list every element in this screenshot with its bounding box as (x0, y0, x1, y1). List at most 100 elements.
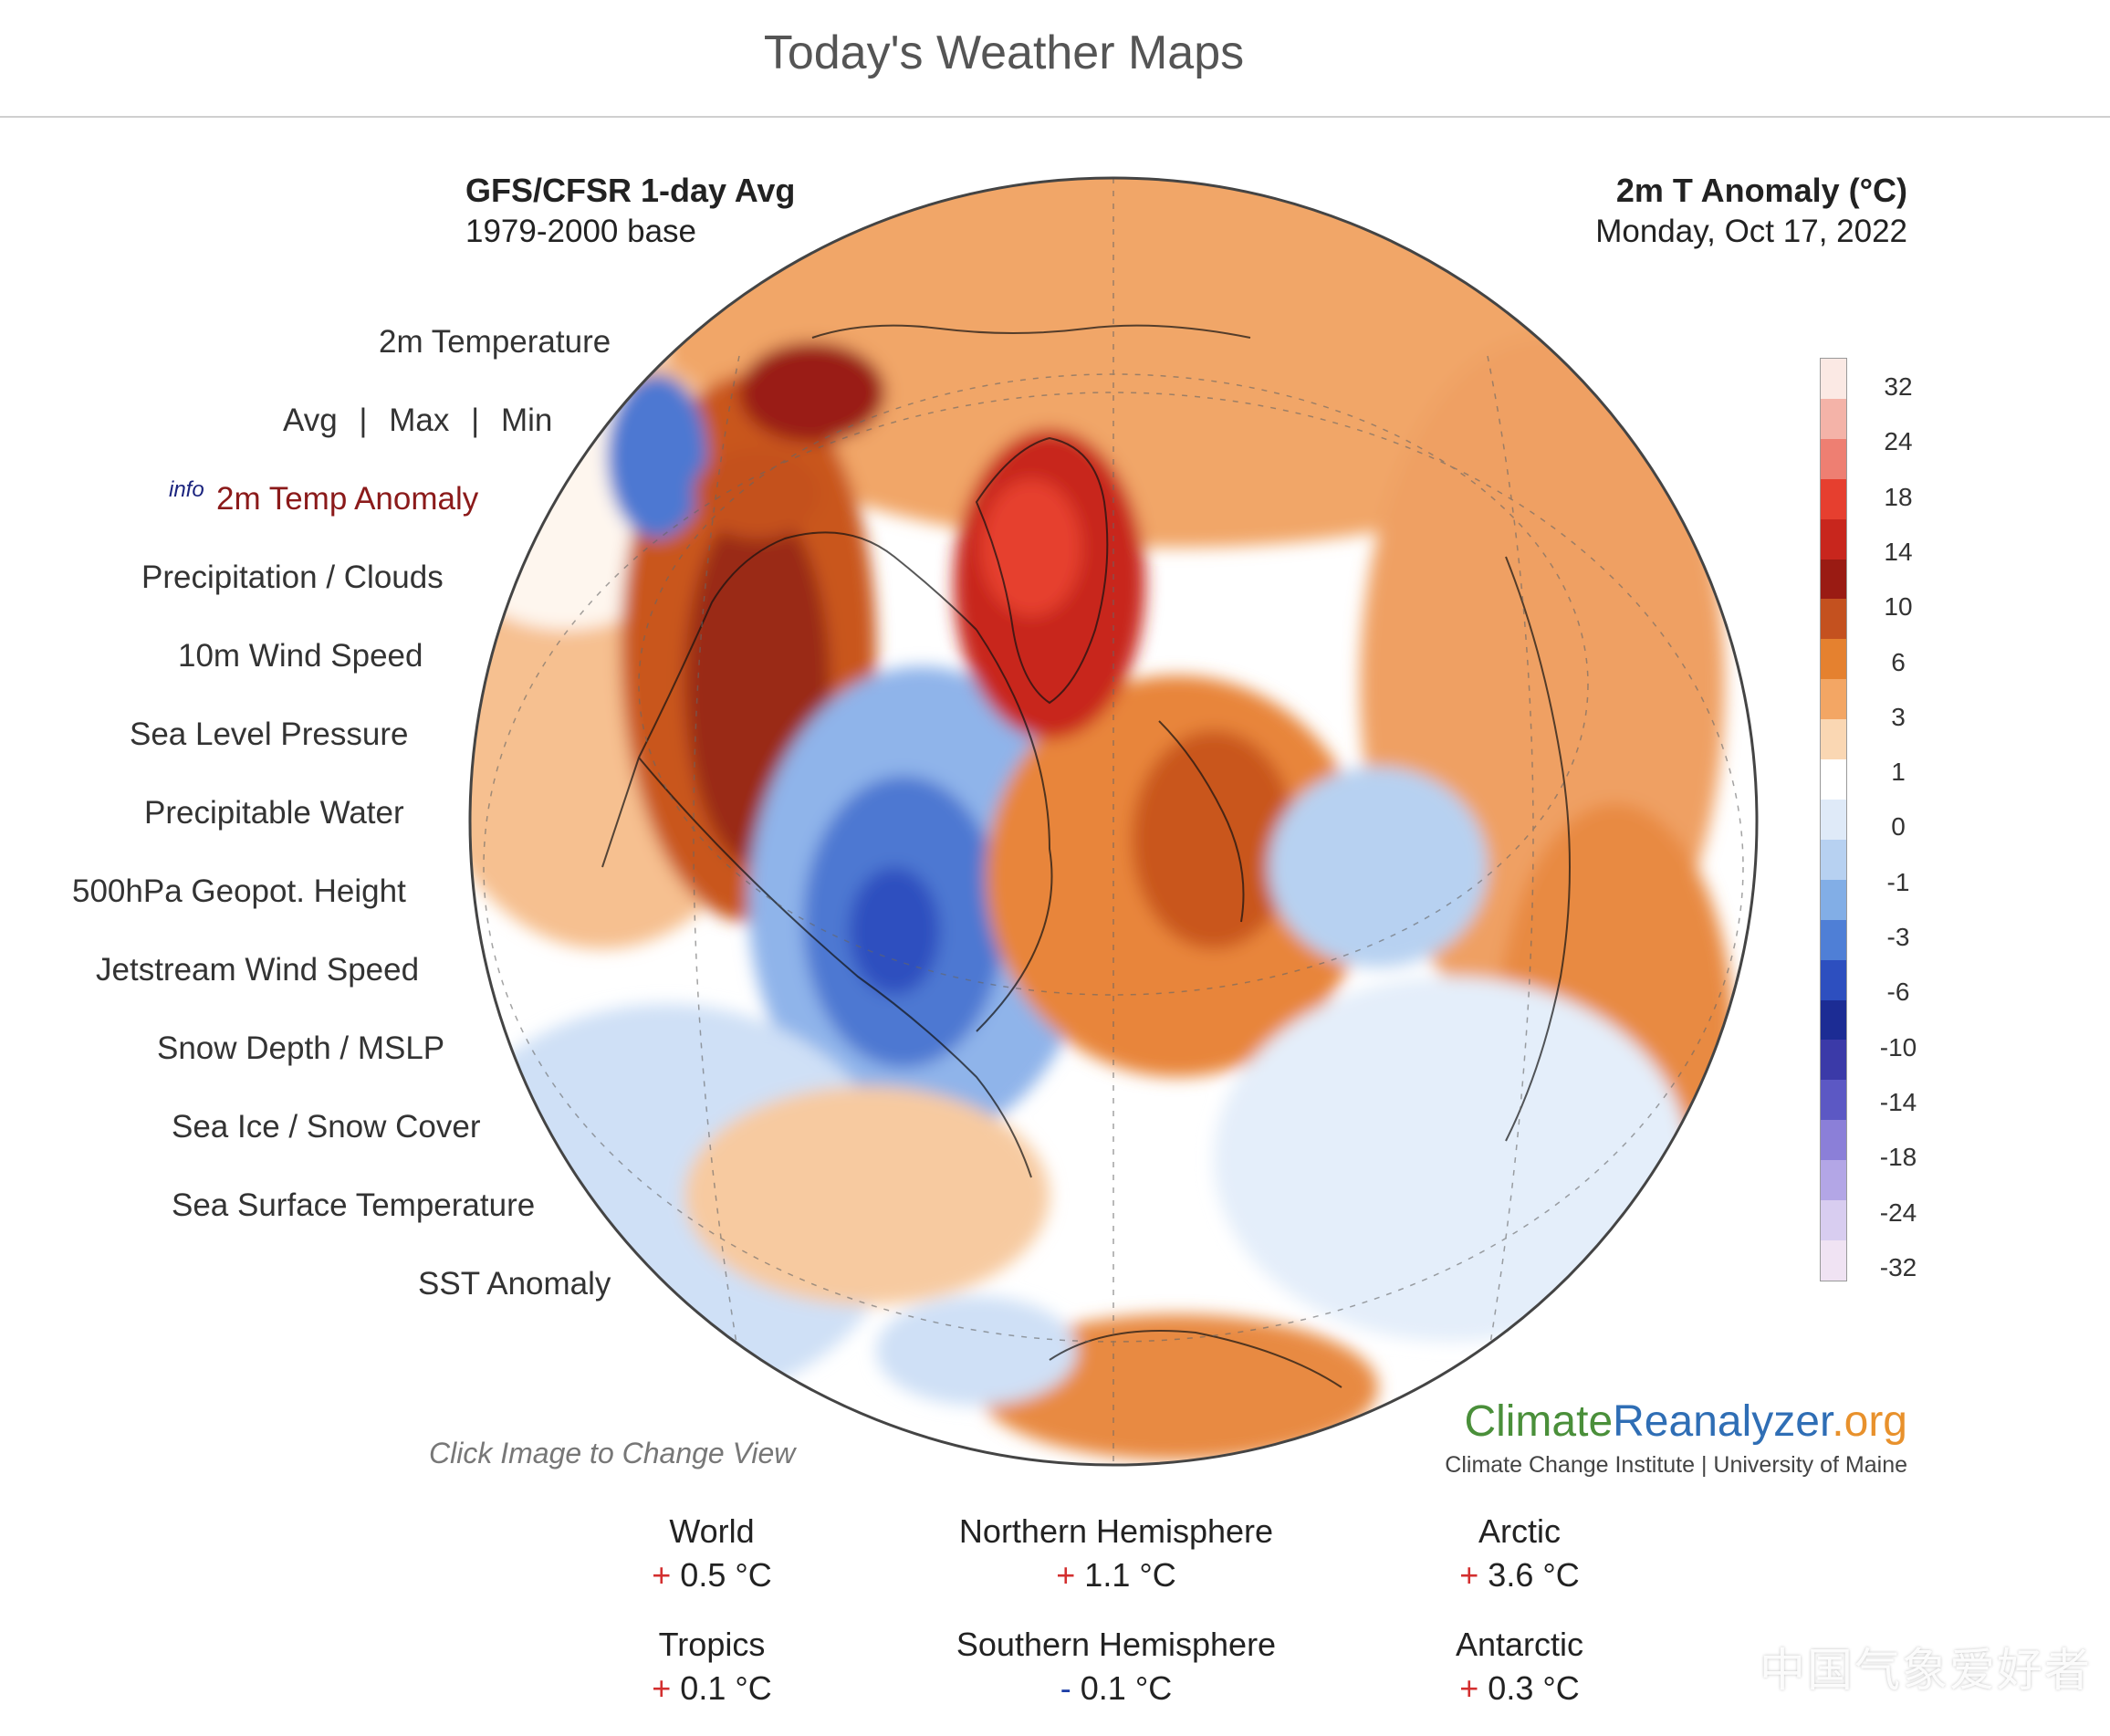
stat-number: 0.3 °C (1488, 1669, 1580, 1707)
menu-sea-ice[interactable]: Sea Ice / Snow Cover (172, 1109, 481, 1145)
stat-sign: - (1060, 1669, 1071, 1707)
page-title: Today's Weather Maps (763, 26, 1245, 79)
click-hint: Click Image to Change View (429, 1437, 796, 1469)
anomaly-globe-map[interactable] (465, 173, 1761, 1469)
colorbar-segment (1821, 999, 1846, 1041)
stat-antarctic: Antarctic + 0.3 °C (1310, 1626, 1729, 1708)
menu-snow-depth[interactable]: Snow Depth / MSLP (157, 1030, 445, 1066)
brand-logo[interactable]: ClimateReanalyzer.org Climate Change Ins… (1445, 1396, 1907, 1479)
menu-min[interactable]: Min (500, 403, 553, 438)
menu-jetstream[interactable]: Jetstream Wind Speed (96, 952, 420, 988)
info-link[interactable]: info (169, 477, 204, 502)
colorbar-tick-label: 32 (1884, 372, 1913, 401)
stat-number: 0.1 °C (1080, 1669, 1173, 1707)
colorbar-legend (1820, 358, 1847, 1281)
colorbar-tick-label: 18 (1884, 482, 1913, 511)
colorbar-tick-label: -18 (1879, 1143, 1917, 1172)
colorbar-tick-label: 10 (1884, 592, 1913, 622)
colorbar-segment (1821, 839, 1846, 880)
colorbar-tick-label: 0 (1891, 812, 1906, 842)
colorbar-segment (1821, 959, 1846, 1000)
stat-value: + 3.6 °C (1310, 1556, 1729, 1595)
colorbar-segment (1821, 679, 1846, 720)
stat-sign: + (652, 1669, 672, 1707)
stat-sign: + (652, 1556, 672, 1594)
colorbar-tick-label: -24 (1879, 1197, 1917, 1227)
colorbar-segment (1821, 518, 1846, 559)
stat-sign: + (1459, 1669, 1479, 1707)
stat-sign: + (1056, 1556, 1076, 1594)
colorbar-tick-label: -32 (1879, 1252, 1917, 1281)
colorbar-segment (1821, 398, 1846, 439)
stat-value: + 0.5 °C (502, 1556, 922, 1595)
stat-label: Antarctic (1455, 1626, 1584, 1663)
stat-label: Tropics (658, 1626, 766, 1663)
map-date: Monday, Oct 17, 2022 (1595, 214, 1907, 249)
stat-value: + 0.1 °C (502, 1669, 922, 1708)
colorbar-segment (1821, 799, 1846, 840)
menu-precip-clouds[interactable]: Precipitation / Clouds (141, 559, 444, 595)
colorbar-tick-label: -6 (1886, 978, 1910, 1007)
colorbar-tick-label: 24 (1884, 427, 1913, 456)
stat-arctic: Arctic + 3.6 °C (1310, 1512, 1729, 1595)
colorbar-segment (1821, 879, 1846, 920)
menu-separator: | (471, 403, 480, 438)
colorbar-segment (1821, 1040, 1846, 1081)
stat-southern-hemisphere: Southern Hemisphere - 0.1 °C (906, 1626, 1326, 1708)
colorbar-tick-label: -14 (1879, 1087, 1917, 1116)
header-divider (0, 116, 2110, 118)
colorbar-tick-label: -3 (1886, 923, 1910, 951)
stat-number: 3.6 °C (1488, 1556, 1580, 1594)
colorbar-segment (1821, 639, 1846, 680)
colorbar-segment (1821, 1120, 1846, 1161)
menu-max[interactable]: Max (389, 403, 450, 438)
stat-number: 1.1 °C (1084, 1556, 1176, 1594)
colorbar-tick-label: -10 (1879, 1032, 1917, 1061)
stat-label: Northern Hemisphere (958, 1512, 1274, 1550)
stat-label: Southern Hemisphere (956, 1626, 1277, 1663)
brand-subtitle: Climate Change Institute | University of… (1445, 1452, 1907, 1478)
colorbar-segment (1821, 599, 1846, 640)
colorbar-segment (1821, 438, 1846, 479)
menu-sst[interactable]: Sea Surface Temperature (172, 1187, 536, 1223)
menu-avg-max-min: Avg | Max | Min (283, 403, 552, 439)
colorbar-segment (1821, 1200, 1846, 1240)
stat-world: World + 0.5 °C (502, 1512, 922, 1595)
menu-separator: | (359, 403, 368, 438)
menu-wind-speed[interactable]: 10m Wind Speed (178, 638, 423, 674)
menu-sst-anomaly[interactable]: SST Anomaly (418, 1266, 611, 1302)
stat-value: + 0.3 °C (1310, 1669, 1729, 1708)
stat-value: - 0.1 °C (906, 1669, 1326, 1708)
watermark: 中国气象爱好者 (1760, 1645, 2092, 1696)
colorbar-tick-label: 14 (1884, 537, 1913, 566)
menu-avg[interactable]: Avg (283, 403, 338, 438)
colorbar-segment (1821, 719, 1846, 760)
stat-northern-hemisphere: Northern Hemisphere + 1.1 °C (906, 1512, 1326, 1595)
menu-2m-temp-anomaly[interactable]: 2m Temp Anomaly (216, 481, 479, 517)
menu-2m-temperature[interactable]: 2m Temperature (379, 324, 611, 360)
brand-part-reanalyzer: Reanalyzer (1613, 1397, 1833, 1446)
brand-part-org: .org (1832, 1397, 1907, 1446)
globe-svg (468, 176, 1759, 1467)
colorbar-tick-label: 3 (1891, 702, 1906, 731)
colorbar-segment (1821, 1080, 1846, 1121)
variable-title: 2m T Anomaly (°C) (1615, 172, 1907, 209)
map-header-right: 2m T Anomaly (°C) Monday, Oct 17, 2022 (1595, 172, 1907, 250)
menu-precipitable-water[interactable]: Precipitable Water (144, 795, 404, 831)
colorbar-segment (1821, 759, 1846, 800)
stat-tropics: Tropics + 0.1 °C (502, 1626, 922, 1708)
model-title: GFS/CFSR 1-day Avg (465, 172, 796, 209)
colorbar-segment (1821, 919, 1846, 960)
stat-number: 0.1 °C (680, 1669, 772, 1707)
menu-sea-level-pressure[interactable]: Sea Level Pressure (130, 716, 409, 752)
colorbar-segment (1821, 1160, 1846, 1201)
stat-label: World (669, 1512, 755, 1550)
stat-sign: + (1459, 1556, 1479, 1594)
colorbar-segment (1821, 559, 1846, 600)
colorbar-segment (1821, 1239, 1846, 1281)
base-period: 1979-2000 base (465, 214, 696, 249)
menu-geopot-height[interactable]: 500hPa Geopot. Height (72, 873, 406, 909)
map-header-left: GFS/CFSR 1-day Avg 1979-2000 base (465, 172, 795, 250)
stat-value: + 1.1 °C (906, 1556, 1326, 1595)
brand-part-climate: Climate (1464, 1397, 1614, 1446)
